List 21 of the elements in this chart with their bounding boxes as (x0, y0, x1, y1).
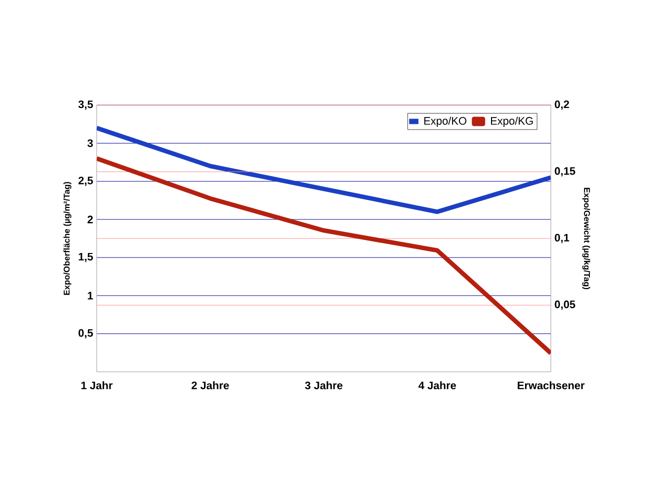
y2-tick-label: 0,1 (554, 234, 570, 244)
x-tick-label: Erwachsener (518, 381, 585, 390)
y-axis-title: Expo/Oberfläche (µg/m²/Tag) (63, 182, 72, 295)
y2-tick-label: 0,05 (554, 300, 576, 310)
legend-label: Expo/KG (491, 116, 533, 127)
y-tick-label: 1,5 (78, 253, 93, 262)
y-tick-label: 2,5 (78, 176, 93, 186)
y-tick-label: 3,5 (78, 100, 93, 110)
x-tick-label: 3 Jahre (305, 381, 342, 390)
x-tick-label: 4 Jahre (418, 381, 456, 390)
y2-axis-title: Expo/Gewicht (µg/kg/Tag) (582, 188, 590, 290)
y2-tick-label: 0,15 (554, 167, 576, 176)
y-tick-label: 2 (88, 216, 93, 224)
y-tick-label: 3 (87, 139, 93, 148)
y2-tick-label: 0,2 (554, 100, 570, 110)
x-tick-label: 1 Jahr (81, 381, 113, 390)
line-series (96, 156, 551, 356)
x-tick-label: 2 Jahre (192, 381, 229, 390)
legend-label: Expo/KO (424, 116, 466, 127)
y-tick-label: 1 (88, 292, 93, 300)
y-tick-label: 0,5 (78, 329, 93, 338)
